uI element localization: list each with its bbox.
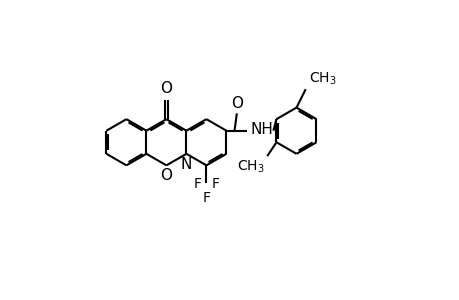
- Text: F: F: [193, 177, 201, 191]
- Text: CH$_3$: CH$_3$: [236, 158, 263, 175]
- Text: F: F: [202, 191, 210, 205]
- Text: O: O: [230, 96, 242, 111]
- Text: F: F: [211, 177, 219, 191]
- Text: NH: NH: [250, 122, 273, 137]
- Text: N: N: [180, 157, 192, 172]
- Text: CH$_3$: CH$_3$: [308, 70, 336, 87]
- Text: O: O: [160, 81, 172, 96]
- Text: O: O: [160, 168, 172, 183]
